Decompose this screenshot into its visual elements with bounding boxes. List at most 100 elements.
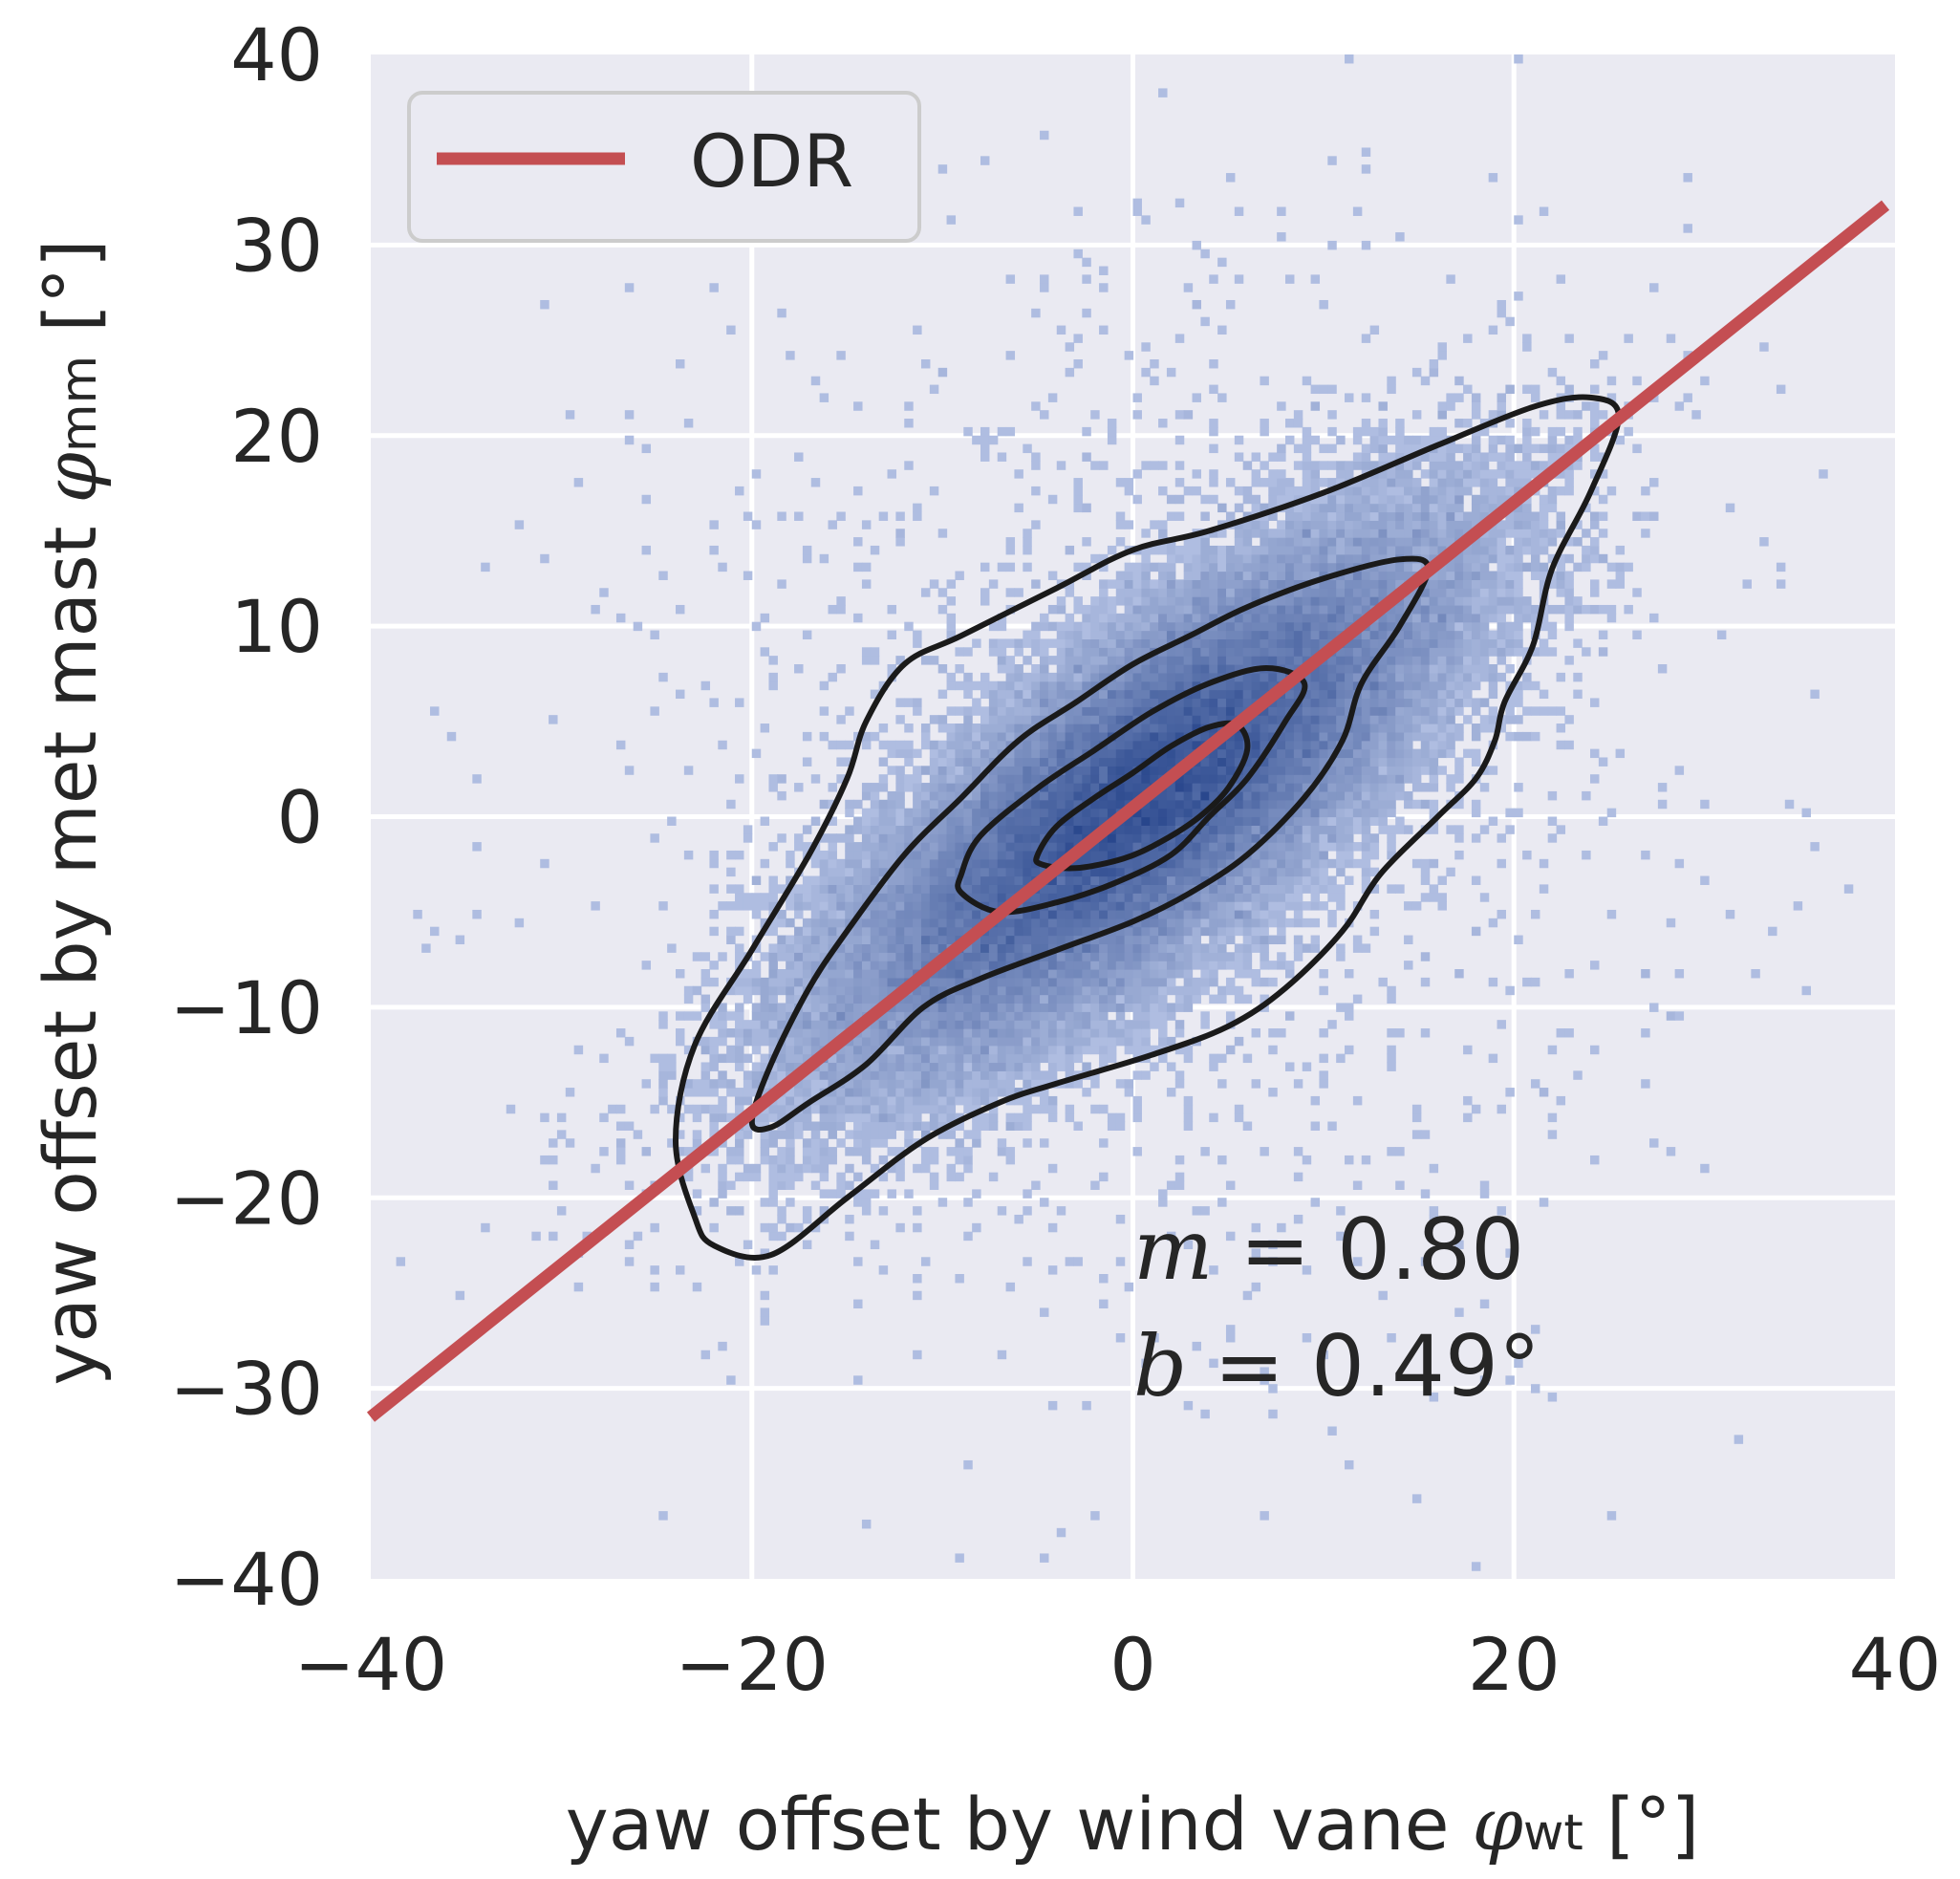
density-cell [920, 1088, 931, 1097]
density-cell [1073, 1028, 1083, 1038]
density-cell [1302, 537, 1312, 547]
density-cell [1023, 529, 1032, 538]
density-cell [828, 858, 837, 869]
density-cell [794, 783, 804, 792]
density-cell [768, 1020, 778, 1029]
density-cell [853, 1070, 863, 1080]
density-cell [1479, 715, 1490, 724]
density-cell [1225, 808, 1236, 818]
density-cell [1361, 867, 1371, 877]
density-cell [802, 1003, 812, 1012]
density-cell [794, 664, 804, 674]
density-cell [988, 994, 999, 1004]
density-cell [946, 1088, 957, 1097]
density-cell [895, 943, 905, 953]
density-cell [1132, 1036, 1142, 1047]
density-cell [1488, 588, 1498, 597]
density-cell [1454, 774, 1464, 784]
density-cell [1505, 985, 1515, 996]
density-cell [1158, 724, 1168, 733]
density-cell [963, 808, 973, 818]
density-cell [1099, 1036, 1109, 1047]
density-cell [1115, 926, 1126, 937]
density-cell [1352, 943, 1363, 953]
density-cell [1174, 961, 1185, 970]
density-cell [1260, 731, 1269, 742]
density-cell [1073, 774, 1083, 784]
density-cell [878, 850, 889, 860]
density-cell [1234, 909, 1244, 919]
density-cell [1260, 740, 1269, 750]
density-cell [963, 867, 973, 877]
density-cell [1293, 757, 1303, 767]
density-cell [1209, 790, 1218, 801]
density-cell [878, 952, 889, 961]
density-cell [1090, 613, 1100, 623]
density-cell [1192, 977, 1201, 987]
density-cell [946, 630, 957, 640]
density-cell [1192, 943, 1201, 953]
density-cell [768, 1036, 778, 1047]
density-cell [650, 630, 659, 640]
density-cell [1260, 901, 1269, 911]
density-cell [549, 1231, 558, 1242]
density-cell [1352, 656, 1363, 665]
density-cell [1234, 969, 1244, 979]
density-cell [1590, 588, 1600, 597]
density-cell [802, 1036, 812, 1047]
density-cell [1411, 656, 1422, 665]
density-cell [751, 985, 762, 996]
density-cell [1099, 985, 1109, 996]
density-cell [1183, 647, 1194, 657]
density-cell [1556, 672, 1566, 682]
density-cell [1437, 698, 1447, 707]
density-cell [1429, 731, 1439, 742]
density-cell [1514, 562, 1523, 572]
density-cell [1014, 724, 1023, 733]
density-cell [1293, 766, 1303, 775]
density-cell [1564, 715, 1574, 724]
density-cell [658, 1088, 668, 1097]
density-cell [1174, 715, 1185, 724]
density-cell [1260, 961, 1269, 970]
density-cell [1174, 706, 1185, 716]
density-cell [988, 977, 999, 987]
density-cell [1345, 656, 1354, 665]
density-cell [667, 1104, 677, 1114]
density-cell [735, 774, 744, 784]
density-cell [1530, 977, 1540, 987]
density-cell [963, 842, 973, 852]
density-cell [845, 977, 854, 987]
density-cell [676, 689, 685, 700]
density-cell [1099, 621, 1109, 632]
density-cell [709, 1198, 719, 1207]
density-cell [1166, 799, 1176, 810]
density-cell [937, 783, 948, 792]
density-cell [1073, 1003, 1083, 1012]
density-cell [1040, 1036, 1049, 1047]
density-cell [1260, 825, 1269, 834]
density-cell [1115, 724, 1126, 733]
density-cell [963, 952, 973, 961]
density-cell [1319, 672, 1328, 682]
density-cell [430, 706, 440, 716]
density-cell [895, 833, 905, 843]
density-cell [1268, 1045, 1278, 1055]
density-cell [861, 1036, 872, 1047]
density-cell [1174, 545, 1185, 555]
density-cell [1005, 790, 1016, 801]
density-cell [1090, 1104, 1100, 1114]
density-cell [1454, 647, 1464, 657]
density-cell [1336, 943, 1346, 953]
density-cell [1369, 724, 1380, 733]
density-cell [1404, 774, 1413, 784]
density-cell [1260, 884, 1269, 894]
density-cell [1192, 766, 1201, 775]
density-cell [1150, 724, 1159, 733]
density-cell [836, 893, 846, 902]
density-cell [1174, 672, 1185, 682]
density-cell [1378, 529, 1388, 538]
density-cell [1099, 808, 1109, 818]
density-cell [853, 1003, 863, 1012]
density-cell [1082, 1028, 1091, 1038]
